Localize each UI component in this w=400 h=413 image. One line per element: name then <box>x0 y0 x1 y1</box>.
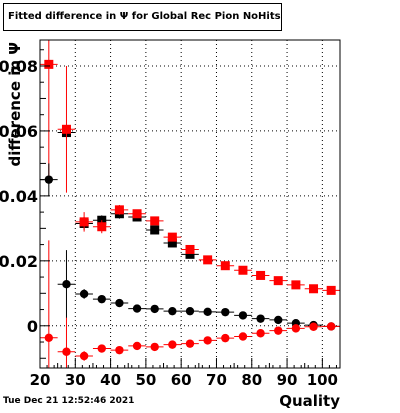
data-point <box>115 298 124 308</box>
data-point <box>79 289 89 299</box>
timestamp: Tue Dec 21 12:52:46 2021 <box>3 396 135 406</box>
data-point <box>326 322 336 331</box>
x-tick-label: 50 <box>135 371 156 389</box>
x-tick-label: 60 <box>171 371 192 389</box>
data-point <box>62 347 71 356</box>
data-point <box>238 311 248 320</box>
data-point <box>291 324 301 333</box>
data-point <box>97 222 107 232</box>
data-point <box>168 340 177 349</box>
data-point <box>309 322 318 331</box>
x-tick-label: 40 <box>100 371 121 389</box>
data-point <box>238 265 248 275</box>
data-point <box>167 232 177 242</box>
data-point <box>44 333 54 342</box>
y-tick-label: 0 <box>27 317 38 336</box>
x-tick-label: 70 <box>206 371 227 389</box>
data-point <box>238 332 248 341</box>
y-tick-label: 0.02 <box>0 252 38 271</box>
x-axis-label: Quality <box>279 392 340 409</box>
data-point <box>44 175 54 184</box>
data-point <box>185 339 195 348</box>
data-point <box>220 261 230 271</box>
data-point <box>185 244 195 254</box>
data-series <box>40 40 340 368</box>
data-point <box>291 280 301 290</box>
data-point <box>150 216 160 226</box>
x-tick-label: 20 <box>30 371 51 389</box>
y-tick-label: 0.06 <box>0 122 38 141</box>
data-point <box>44 59 54 69</box>
y-tick-label: 0.04 <box>0 187 38 206</box>
data-point <box>79 217 89 227</box>
data-point <box>97 294 106 304</box>
data-point <box>150 304 159 314</box>
data-point <box>203 336 212 345</box>
data-point <box>168 306 177 316</box>
x-tick-label: 80 <box>241 371 262 389</box>
data-point <box>132 341 142 351</box>
data-point <box>79 351 89 361</box>
data-point <box>115 345 124 355</box>
x-tick-label: 90 <box>277 371 298 389</box>
data-point <box>150 225 160 235</box>
data-point <box>203 307 212 317</box>
data-point <box>132 304 142 313</box>
data-point <box>167 238 177 248</box>
data-point <box>221 333 230 343</box>
tick-labels: 20 30 40 50 60 70 80 90 100 0 0.02 0.04 0.06 0.08 <box>0 57 338 389</box>
data-point <box>185 306 195 316</box>
y-tick-label: 0.08 <box>0 57 38 76</box>
data-point <box>274 315 283 325</box>
data-point <box>132 209 142 219</box>
data-point <box>273 276 283 286</box>
data-point <box>256 314 265 323</box>
data-point <box>256 329 265 338</box>
axis-ticks <box>39 49 337 368</box>
series-4 <box>40 240 340 368</box>
data-point <box>274 326 283 335</box>
x-tick-label: 100 <box>307 371 338 389</box>
data-point <box>185 249 195 259</box>
series-1 <box>57 126 199 259</box>
grid <box>40 40 340 368</box>
data-point <box>309 284 319 294</box>
chart-title: Fitted difference in Ψ for Global Rec Pi… <box>3 3 282 31</box>
data-point <box>326 285 336 295</box>
data-point <box>97 344 106 353</box>
plot-frame <box>39 39 341 369</box>
data-point <box>61 124 71 134</box>
data-point <box>114 205 124 215</box>
data-point <box>150 342 159 352</box>
series-2 <box>40 40 340 295</box>
data-point <box>221 307 230 317</box>
data-point <box>203 255 213 265</box>
data-point <box>62 280 71 289</box>
y-axis-label: difference in Ψ <box>6 42 24 167</box>
x-tick-label: 30 <box>65 371 86 389</box>
data-point <box>256 270 266 280</box>
